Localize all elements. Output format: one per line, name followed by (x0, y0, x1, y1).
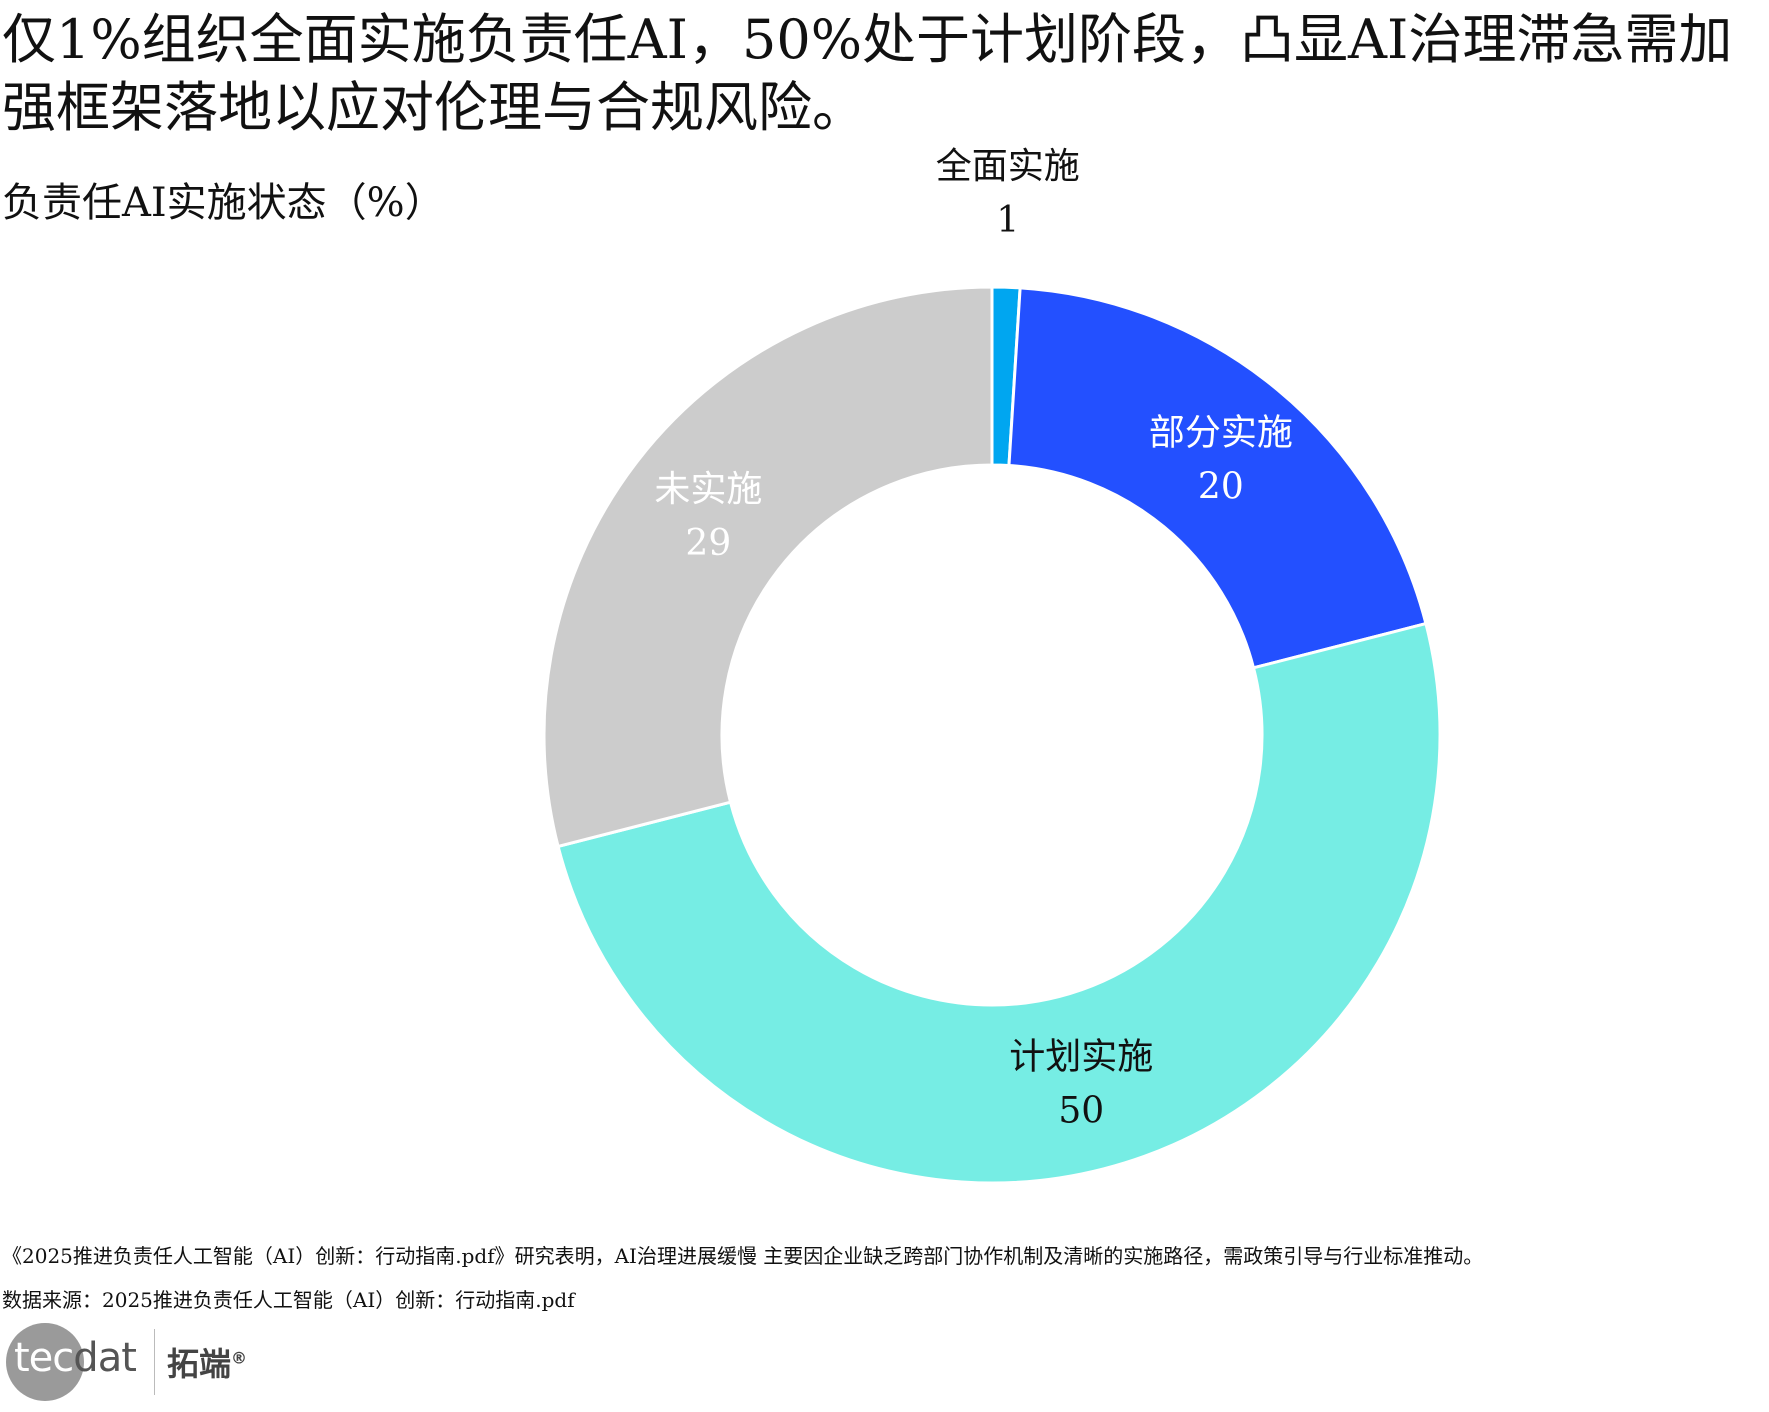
slice-label-2: 计划实施 (1009, 1037, 1153, 1078)
logo-registered-mark: ® (231, 1348, 248, 1368)
slice-label-3: 未实施 (654, 469, 762, 510)
tecdat-logo: tecdat 拓端® (6, 1322, 247, 1402)
data-source: 数据来源：2025推进负责任人工智能（AI）创新：行动指南.pdf (2, 1288, 575, 1312)
slice-label-1: 部分实施 (1149, 412, 1293, 453)
slice-value-0: 1 (996, 200, 1019, 241)
slice-label-0: 全面实施 (936, 146, 1080, 187)
donut-slice-1 (1007, 286, 1428, 670)
slice-value-1: 20 (1198, 466, 1244, 507)
logo-text-tec: tec (14, 1335, 74, 1381)
chart-title: 负责任AI实施状态（%） (2, 180, 445, 226)
logo-text-dat: dat (73, 1335, 137, 1381)
donut-chart: 全面实施 1 部分实施 20 计划实施 50 未实施 29 (542, 146, 1442, 1185)
slice-value-3: 29 (685, 523, 731, 564)
footer-note: 《2025推进负责任人工智能（AI）创新：行动指南.pdf》研究表明，AI治理进… (2, 1244, 1484, 1268)
logo-divider (154, 1329, 155, 1395)
page-title: 仅1%组织全面实施负责任AI，50%处于计划阶段，凸显AI治理滞急需加强框架落地… (2, 8, 1733, 139)
logo-text-cn: 拓端 (167, 1345, 232, 1383)
donut-slice-2 (556, 621, 1442, 1185)
logo-circle-icon: tecdat (6, 1323, 137, 1401)
slice-value-2: 50 (1058, 1091, 1104, 1132)
donut-slice-3 (542, 285, 994, 849)
